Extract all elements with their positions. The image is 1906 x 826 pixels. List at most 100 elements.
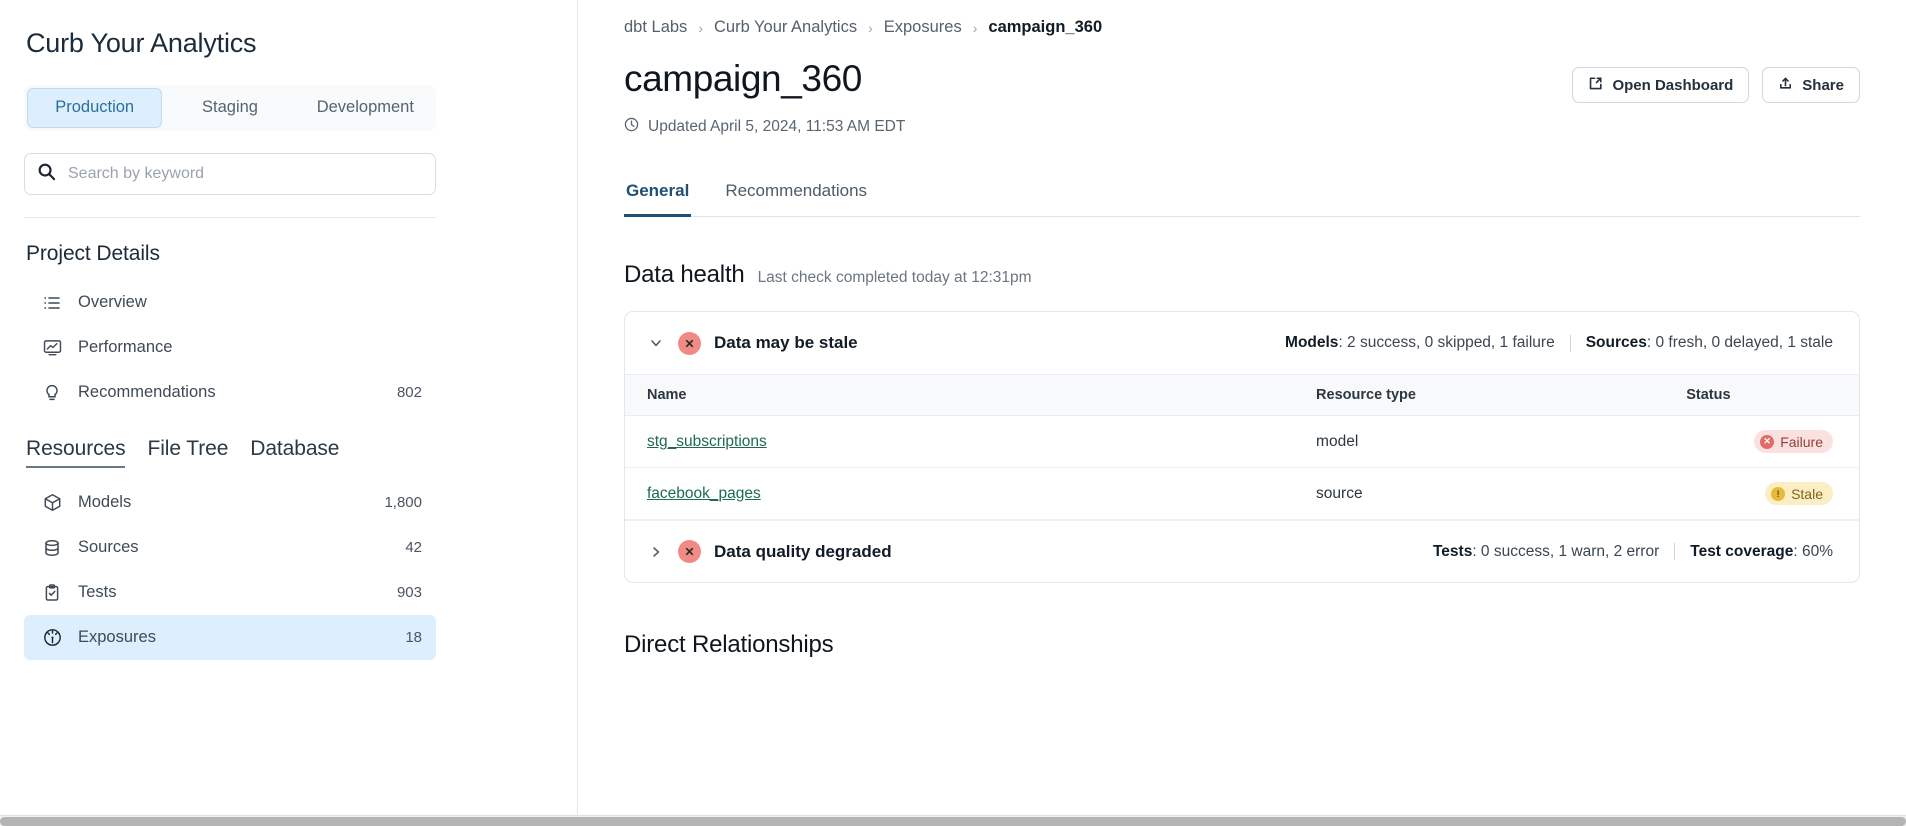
clipboard-check-icon: [42, 583, 62, 603]
meta-sources-value: : 0 fresh, 0 delayed, 1 stale: [1646, 334, 1833, 351]
column-header-status: Status: [1686, 374, 1859, 416]
sidebar-item-overview[interactable]: Overview: [24, 280, 436, 325]
column-header-resource-type: Resource type: [1316, 374, 1687, 416]
resource-tabs: Resources File Tree Database: [24, 437, 553, 468]
meta-sources-key: Sources: [1585, 334, 1647, 351]
project-details-nav: Overview Performance: [24, 280, 553, 415]
search-input[interactable]: [68, 165, 423, 183]
environment-tabs: Production Staging Development: [24, 85, 436, 131]
resource-link-facebook-pages[interactable]: facebook_pages: [647, 484, 761, 502]
breadcrumb-item-current: campaign_360: [988, 18, 1103, 36]
breadcrumb-item-dbt-labs[interactable]: dbt Labs: [624, 18, 688, 36]
res-tab-resources[interactable]: Resources: [26, 437, 126, 468]
status-badge-failure: ✕ Failure: [1754, 430, 1833, 453]
sidebar-item-label: Exposures: [78, 628, 156, 646]
table-header: Name Resource type Status: [625, 374, 1859, 416]
warning-circle-icon: !: [1771, 486, 1786, 501]
sidebar-item-performance[interactable]: Performance: [24, 325, 436, 370]
sidebar: Curb Your Analytics Production Staging D…: [0, 0, 578, 826]
data-health-title: Data health: [624, 261, 745, 288]
cell-resource-type: model: [1316, 415, 1687, 468]
main-content: dbt Labs › Curb Your Analytics › Exposur…: [578, 0, 1906, 826]
direct-relationships-title: Direct Relationships: [624, 631, 834, 658]
accordion-header-data-may-be-stale[interactable]: Data may be stale Models: 2 success, 0 s…: [625, 312, 1859, 374]
sidebar-item-label: Tests: [78, 583, 117, 601]
meta-tests-key: Tests: [1432, 542, 1473, 560]
horizontal-scrollbar[interactable]: [0, 815, 1906, 826]
sidebar-item-count: 42: [405, 539, 422, 556]
meta-models-value: : 2 success, 0 skipped, 1 failure: [1338, 334, 1555, 351]
sidebar-item-count: 18: [405, 629, 422, 646]
tab-recommendations[interactable]: Recommendations: [725, 181, 868, 200]
meta-tests-value: : 0 success, 1 warn, 2 error: [1472, 542, 1660, 560]
chevron-right-icon[interactable]: [647, 545, 665, 559]
table-header-row: Name Resource type Status: [625, 374, 1859, 416]
updated-text: Updated April 5, 2024, 11:53 AM EDT: [648, 118, 906, 135]
cell-resource-type: source: [1316, 467, 1687, 520]
res-tab-database[interactable]: Database: [250, 437, 340, 460]
chevron-right-icon: ›: [698, 19, 703, 36]
open-dashboard-button[interactable]: Open Dashboard: [1572, 67, 1750, 103]
env-tab-staging[interactable]: Staging: [202, 98, 258, 116]
database-icon: [42, 538, 62, 558]
page-title: campaign_360: [624, 58, 862, 99]
accordion-label: Data may be stale: [714, 333, 858, 352]
resources-nav: Models 1,800 Sources 42: [24, 480, 553, 660]
meta-tests: Tests: 0 success, 1 warn, 2 error: [1433, 543, 1659, 561]
sidebar-item-label: Performance: [78, 338, 173, 356]
sidebar-item-exposures[interactable]: Exposures 18: [24, 615, 436, 660]
table-row: facebook_pages source ! Stale: [625, 467, 1859, 520]
share-upload-icon: [1778, 76, 1793, 95]
share-button[interactable]: Share: [1762, 67, 1860, 103]
sidebar-item-count: 1,800: [384, 494, 422, 511]
sidebar-item-label: Models: [78, 493, 132, 511]
title-row: campaign_360 Open Dashboard: [624, 58, 1860, 103]
horizontal-scrollbar-thumb[interactable]: [0, 817, 1906, 826]
resource-link-stg-subscriptions[interactable]: stg_subscriptions: [647, 432, 767, 450]
sidebar-item-label: Sources: [78, 538, 139, 556]
title-actions: Open Dashboard Share: [1572, 59, 1860, 103]
breadcrumb-item-project[interactable]: Curb Your Analytics: [713, 18, 858, 36]
status-badge-label: Stale: [1791, 485, 1823, 502]
external-link-icon: [1588, 76, 1603, 95]
chevron-down-icon[interactable]: [647, 336, 665, 350]
search-box[interactable]: [24, 153, 436, 195]
error-circle-icon: [678, 331, 701, 355]
env-tab-development[interactable]: Development: [316, 98, 414, 116]
env-tab-production[interactable]: Production: [27, 88, 163, 128]
sidebar-item-recommendations[interactable]: Recommendations 802: [24, 370, 436, 415]
res-tab-file-tree[interactable]: File Tree: [147, 437, 229, 460]
sidebar-item-tests[interactable]: Tests 903: [24, 570, 436, 615]
accordion-meta: Tests: 0 success, 1 warn, 2 error Test c…: [1433, 543, 1833, 561]
status-badge-label: Failure: [1780, 433, 1823, 450]
meta-sources: Sources: 0 fresh, 0 delayed, 1 stale: [1586, 334, 1833, 352]
sidebar-item-sources[interactable]: Sources 42: [24, 525, 436, 570]
chevron-right-icon: ›: [868, 19, 873, 36]
breadcrumb: dbt Labs › Curb Your Analytics › Exposur…: [624, 18, 1860, 37]
meta-coverage-value: : 60%: [1793, 542, 1833, 560]
table-body: stg_subscriptions model ✕ Failure facebo…: [625, 415, 1859, 520]
monitor-chart-icon: [42, 338, 62, 358]
clock-icon: [624, 117, 639, 137]
sidebar-item-label: Overview: [78, 293, 147, 311]
table-row: stg_subscriptions model ✕ Failure: [625, 415, 1859, 468]
sidebar-item-label: Recommendations: [78, 383, 216, 401]
accordion-meta: Models: 2 success, 0 skipped, 1 failure …: [1285, 334, 1833, 352]
sidebar-item-count: 903: [396, 584, 422, 601]
accordion-label: Data quality degraded: [714, 541, 892, 561]
open-dashboard-label: Open Dashboard: [1612, 76, 1734, 94]
error-circle-icon: [678, 540, 701, 563]
content-tabs: General Recommendations: [624, 181, 1860, 217]
project-details-heading: Project Details: [26, 242, 160, 265]
lightbulb-icon: [42, 383, 62, 403]
list-icon: [42, 293, 62, 313]
tab-general[interactable]: General: [624, 181, 692, 217]
sidebar-item-models[interactable]: Models 1,800: [24, 480, 436, 525]
accordion-header-data-quality-degraded[interactable]: Data quality degraded Tests: 0 success, …: [625, 520, 1859, 582]
breadcrumb-item-exposures[interactable]: Exposures: [883, 18, 962, 36]
meta-models: Models: 2 success, 0 skipped, 1 failure: [1285, 334, 1555, 352]
meta-separator: [1569, 334, 1571, 352]
column-header-name: Name: [625, 374, 1317, 416]
updated-timestamp: Updated April 5, 2024, 11:53 AM EDT: [624, 117, 1860, 137]
